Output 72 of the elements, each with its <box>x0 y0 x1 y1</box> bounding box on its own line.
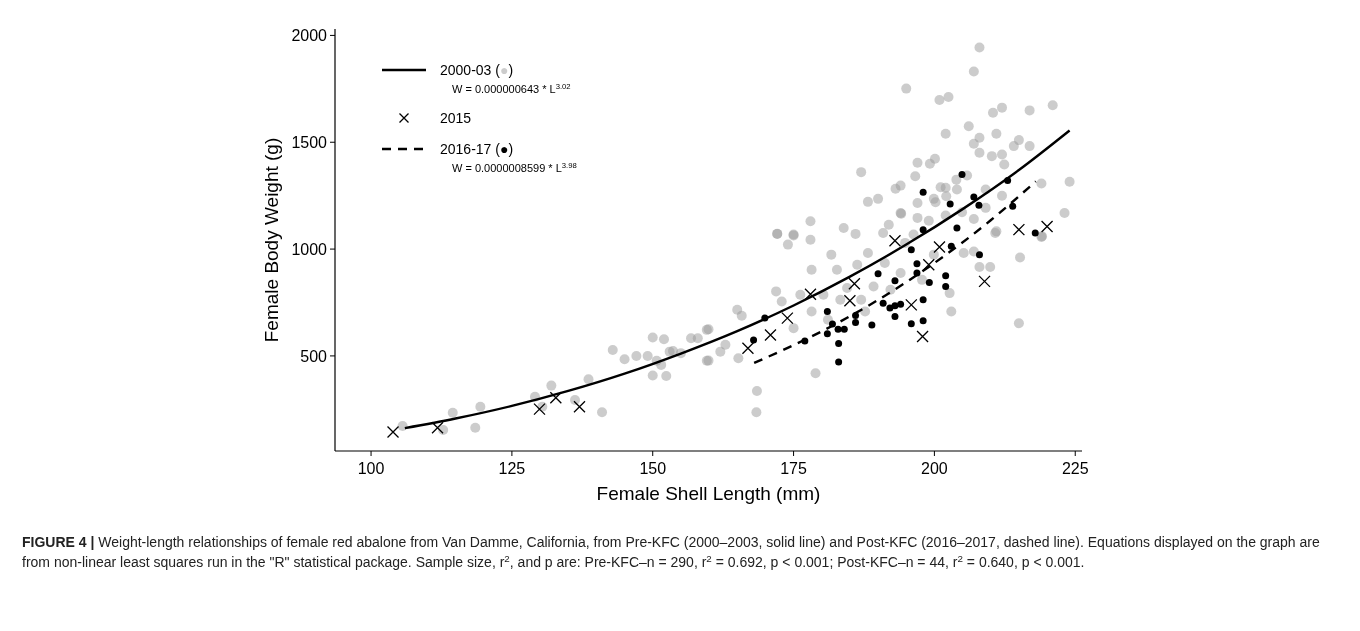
point <box>823 330 831 338</box>
point <box>852 312 860 320</box>
point <box>891 302 899 310</box>
x-tick-label: 175 <box>780 460 808 477</box>
point <box>907 246 915 254</box>
point <box>549 391 562 404</box>
point <box>919 317 927 325</box>
point <box>573 400 586 413</box>
text: FIGURE 4 | Weight-length relationships of female red abalone from Van Damme, California, from Pre-KFC (2000–2003, solid line) and Post-KFC (2016–2017, dashed line). Equations displayed on the graph are from non-linear least squares run in the "R" statistical package. Sample size, r$^{2}$, and p are: Pre-KFC–n = 290, r$^{2}$ = 0.692, p < 0.001; Post-KFC–n = 44, r$^{2}$ = 0.640, p < 0.001. <box>22 534 1320 570</box>
point <box>840 325 848 333</box>
point <box>946 200 954 208</box>
point <box>916 330 929 343</box>
point <box>741 342 755 355</box>
point <box>933 240 946 254</box>
legend-label: 2016-17 (●) <box>440 141 514 157</box>
point <box>925 278 933 286</box>
point <box>897 300 905 308</box>
point <box>834 325 842 333</box>
point <box>942 282 950 290</box>
point <box>919 188 927 196</box>
point <box>913 260 921 268</box>
point <box>1012 223 1026 236</box>
point <box>942 272 950 280</box>
point <box>1009 202 1017 210</box>
y-tick-label: 500 <box>300 347 328 365</box>
x-tick-label: 125 <box>498 460 526 477</box>
point <box>919 226 927 234</box>
point <box>888 234 902 247</box>
point <box>835 340 843 348</box>
annotation: W = 0.000000643 * L$^{3.02}$ <box>452 81 571 95</box>
x-tick-label: 100 <box>357 460 385 477</box>
point <box>958 171 966 179</box>
point <box>947 242 955 250</box>
point <box>848 277 861 290</box>
point <box>978 275 991 288</box>
annotation: W = 0.0000008599 * L$^{3.98}$ <box>452 160 577 174</box>
point <box>1031 229 1039 237</box>
point <box>891 277 899 285</box>
point <box>533 402 546 416</box>
x-tick-label: 150 <box>639 460 667 477</box>
legend-label: 2000-03 (●) <box>440 62 514 78</box>
point <box>905 298 918 311</box>
point <box>823 307 831 315</box>
point <box>835 358 843 366</box>
point <box>843 294 857 307</box>
point <box>750 336 758 344</box>
point <box>907 320 915 328</box>
point <box>953 224 961 232</box>
point <box>975 251 983 259</box>
point <box>970 193 978 201</box>
x-tick-label: 225 <box>1061 460 1089 477</box>
y-tick-label: 1000 <box>291 241 328 259</box>
y-tick-label: 2000 <box>291 27 328 45</box>
y-tick-label: 1500 <box>291 134 328 152</box>
y-axis-title: Female Body Weight (g) <box>261 137 282 343</box>
x-tick-label: 200 <box>921 460 948 477</box>
point <box>781 311 794 325</box>
point <box>431 421 444 434</box>
point <box>922 258 935 271</box>
point <box>879 299 887 307</box>
point <box>868 321 876 329</box>
point <box>804 288 817 301</box>
legend-label: 2015 <box>440 110 472 126</box>
point <box>919 296 927 304</box>
point <box>874 270 882 278</box>
point <box>975 201 983 209</box>
point <box>386 425 400 439</box>
point <box>891 313 899 321</box>
x-axis-title: Female Shell Length (mm) <box>596 483 821 504</box>
point <box>764 328 777 342</box>
point <box>852 319 860 327</box>
point <box>1040 220 1054 233</box>
